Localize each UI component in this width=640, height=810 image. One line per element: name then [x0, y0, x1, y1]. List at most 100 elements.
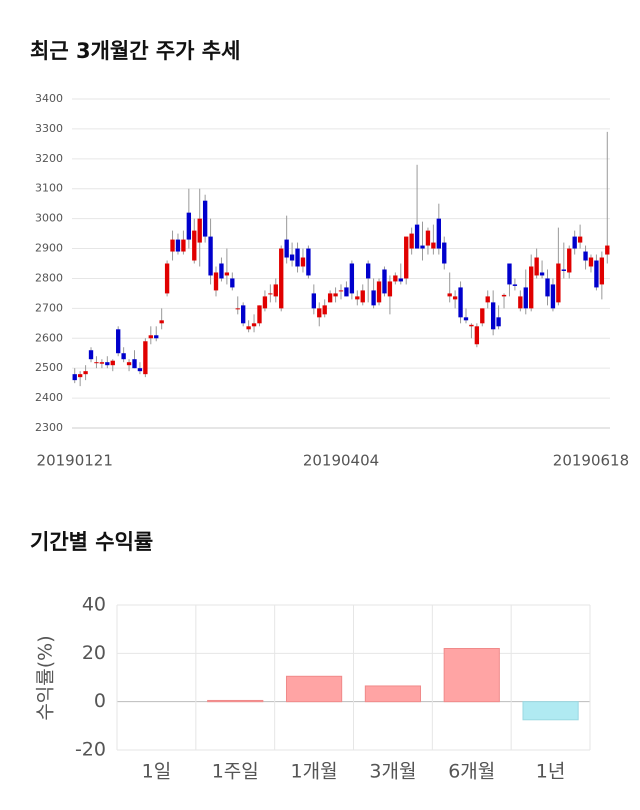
- y-tick-label: -20: [75, 739, 106, 761]
- y-tick-label: 3100: [35, 182, 63, 195]
- candle-body: [371, 290, 376, 306]
- y-tick-label: 3000: [35, 212, 63, 225]
- candle-body: [224, 272, 230, 276]
- candle-body: [599, 257, 605, 285]
- candle-body: [284, 239, 289, 258]
- candle-body: [387, 281, 393, 297]
- bar: [285, 675, 343, 703]
- candle-body: [110, 360, 115, 366]
- candle-body: [382, 269, 387, 294]
- candle-body: [414, 224, 420, 249]
- candle-body: [251, 323, 257, 327]
- candle-body: [88, 350, 94, 360]
- candle-body: [268, 293, 273, 295]
- candle-body: [327, 293, 333, 303]
- candle-body: [583, 251, 588, 261]
- candle-body: [186, 212, 192, 240]
- candle-body: [567, 248, 572, 273]
- y-tick-label: 2500: [35, 361, 63, 374]
- candle-body: [77, 374, 83, 378]
- candle-body: [588, 257, 594, 267]
- candle-body: [338, 290, 344, 292]
- candle-body: [99, 362, 105, 364]
- candle-body: [230, 278, 235, 288]
- x-tick-label: 1년: [536, 761, 566, 783]
- candle-body: [148, 335, 153, 339]
- x-tick-label: 1일: [142, 761, 172, 783]
- candle-body: [170, 239, 175, 252]
- candle-body: [550, 284, 556, 309]
- candle-body: [262, 296, 268, 309]
- candle-body: [447, 293, 452, 297]
- candle-body: [404, 236, 409, 279]
- candle-body: [376, 281, 382, 303]
- y-tick-label: 2700: [35, 301, 63, 314]
- y-tick-label: 2800: [35, 271, 63, 284]
- candle-body: [311, 293, 317, 309]
- candle-body: [518, 296, 523, 309]
- candle-body: [539, 272, 545, 276]
- candle-body: [289, 254, 295, 261]
- candle-body: [409, 233, 414, 249]
- candle-body: [246, 326, 251, 330]
- candle-body: [501, 294, 507, 297]
- candle-body: [300, 257, 306, 267]
- x-tick-label: 20190404: [303, 452, 379, 470]
- candle-body: [496, 317, 501, 327]
- candle-body: [458, 287, 463, 318]
- candle-body: [572, 236, 577, 249]
- y-tick-label: 2900: [35, 242, 63, 255]
- y-tick-label: 2600: [35, 331, 63, 344]
- y-tick-label: 0: [94, 690, 106, 712]
- y-tick-label: 3200: [35, 152, 63, 165]
- y-tick-label: 2300: [35, 421, 63, 434]
- bar: [522, 701, 579, 721]
- candle-body: [159, 320, 164, 324]
- candle-body: [121, 353, 126, 360]
- candle-body: [164, 263, 170, 294]
- candle-body: [273, 284, 278, 297]
- candle-body: [349, 263, 355, 294]
- candle-body: [219, 263, 224, 279]
- candle-body: [192, 230, 197, 261]
- candle-body: [333, 293, 338, 297]
- chart-title: 최근 3개월간 주가 추세: [30, 39, 240, 63]
- x-tick-label: 20190618: [553, 452, 629, 470]
- candle-body: [480, 308, 485, 324]
- candle-body: [577, 236, 583, 243]
- candle-body: [469, 324, 474, 327]
- candle-body: [344, 287, 349, 297]
- candle-body: [360, 290, 365, 303]
- bar: [443, 648, 500, 703]
- candle-body: [94, 362, 99, 364]
- candle-body: [279, 248, 284, 309]
- candle-body: [463, 317, 469, 321]
- candle-body: [545, 278, 550, 297]
- bar: [207, 699, 264, 703]
- candle-body: [507, 263, 512, 285]
- candle-body: [105, 362, 110, 366]
- candle-body: [241, 305, 246, 324]
- y-axis-label: 수익률(%): [35, 635, 57, 720]
- candle-body: [393, 275, 398, 282]
- candle-body: [594, 260, 599, 288]
- candle-body: [431, 242, 436, 249]
- candle-body: [83, 371, 88, 375]
- candle-body: [365, 263, 371, 279]
- x-tick-label: 6개월: [448, 761, 495, 783]
- y-tick-label: 3400: [35, 92, 63, 105]
- candle-body: [317, 308, 322, 318]
- x-tick-label: 1개월: [291, 761, 338, 783]
- x-tick-label: 3개월: [369, 761, 416, 783]
- candle-body: [257, 305, 262, 324]
- candle-body: [137, 368, 143, 372]
- candle-body: [322, 305, 327, 315]
- candle-body: [143, 341, 148, 375]
- y-tick-label: 3300: [35, 122, 63, 135]
- candle-body: [420, 245, 425, 249]
- candle-body: [398, 278, 403, 282]
- candle-body: [175, 239, 181, 252]
- candle-body: [126, 362, 132, 366]
